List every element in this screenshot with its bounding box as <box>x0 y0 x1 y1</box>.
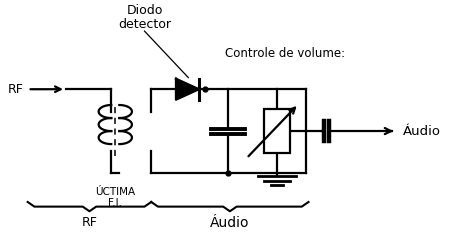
Text: Áudio: Áudio <box>402 124 440 138</box>
Bar <box>264 109 289 153</box>
Text: ÚCTIMA
F.I.: ÚCTIMA F.I. <box>95 187 135 208</box>
Text: Diodo
detector: Diodo detector <box>118 4 170 31</box>
Text: Controle de volume:: Controle de volume: <box>225 47 345 60</box>
Text: RF: RF <box>7 83 23 96</box>
Polygon shape <box>175 79 198 100</box>
Text: RF: RF <box>81 216 97 229</box>
Text: Áudio: Áudio <box>210 216 249 230</box>
